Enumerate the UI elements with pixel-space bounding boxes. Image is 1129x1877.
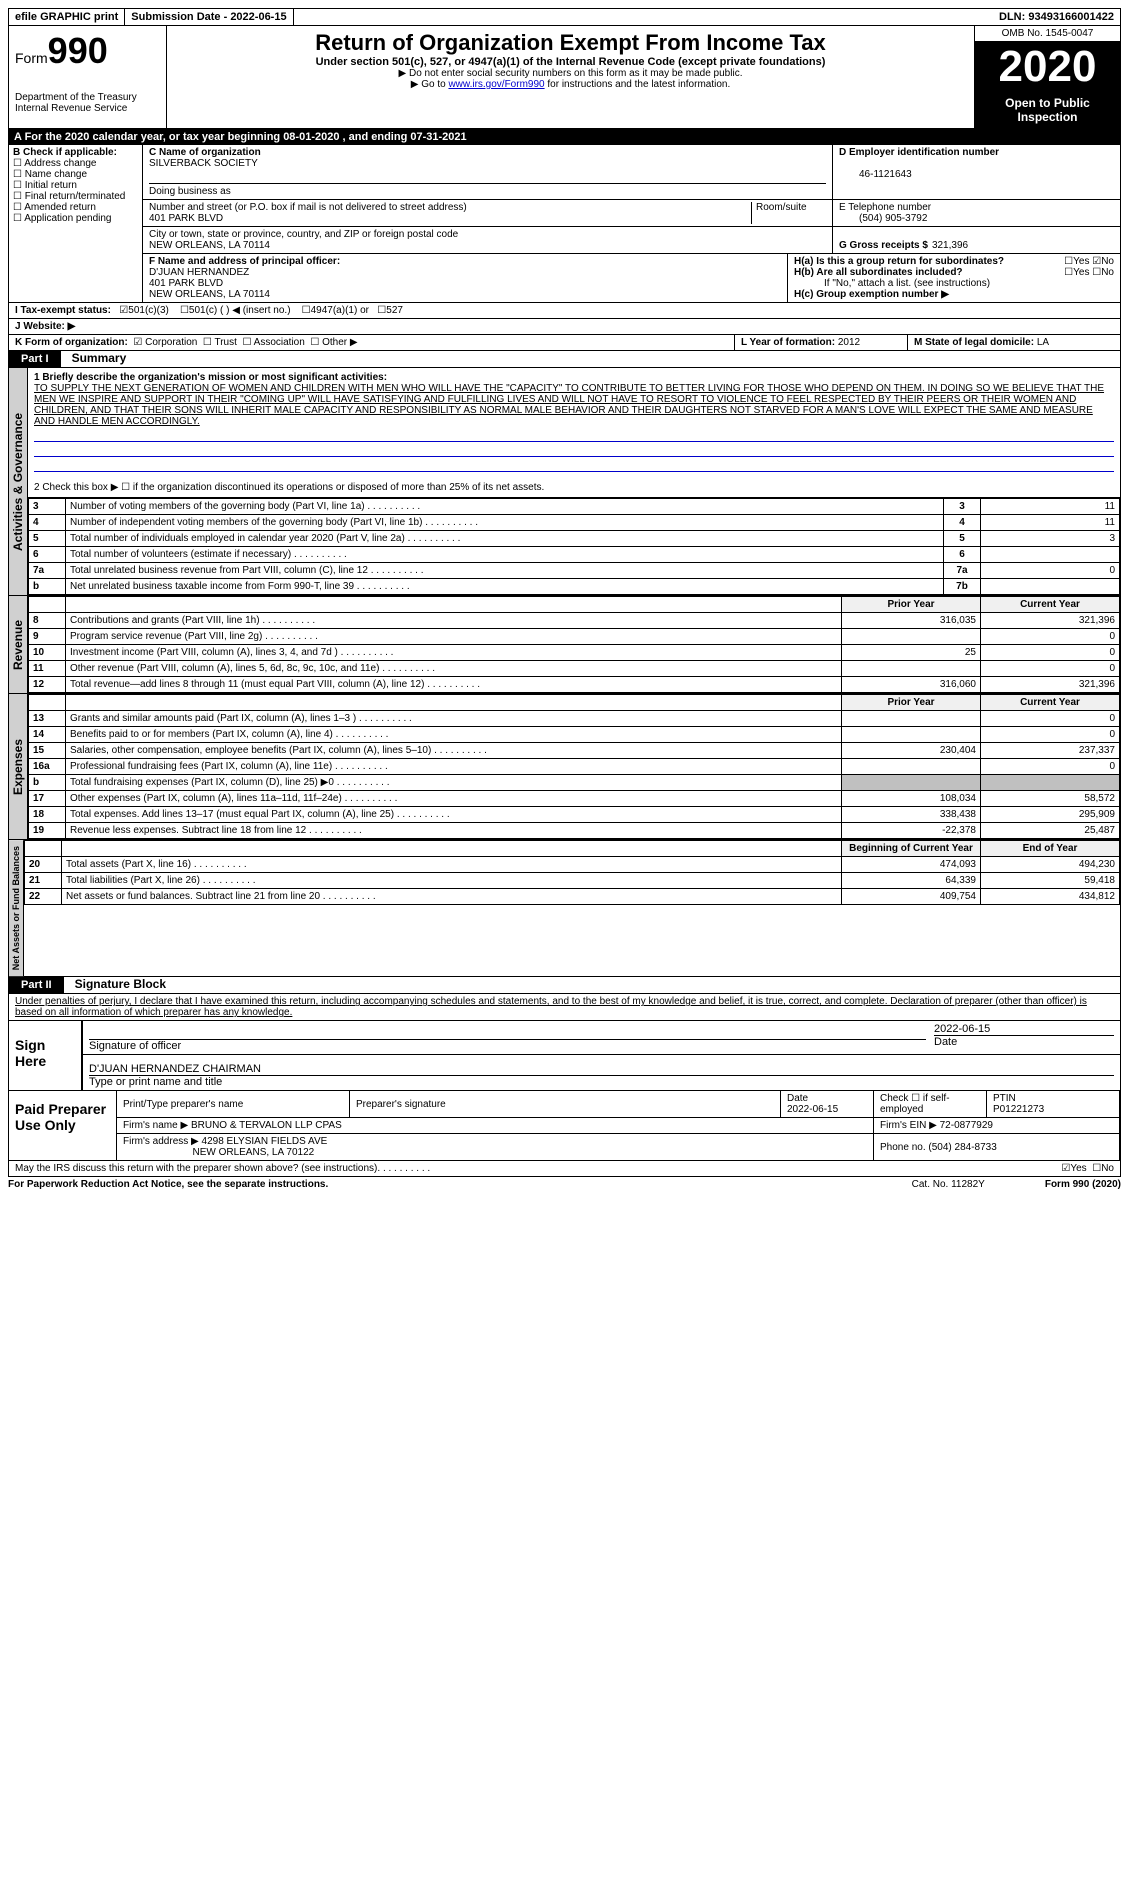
city-label: City or town, state or province, country… (149, 229, 458, 240)
footer: For Paperwork Reduction Act Notice, see … (8, 1177, 1121, 1192)
room-label: Room/suite (756, 202, 807, 213)
vtab-governance: Activities & Governance (9, 368, 28, 595)
form-footer: Form 990 (2020) (1045, 1179, 1121, 1190)
blank-line (34, 459, 1114, 472)
officer-name: D'JUAN HERNANDEZ (149, 267, 249, 278)
part2-header: Part II (9, 977, 64, 993)
check-applicable: B Check if applicable: ☐ Address change … (9, 145, 143, 302)
tax-exempt-row: I Tax-exempt status: ☑ 501(c)(3) ☐ 501(c… (8, 303, 1121, 319)
mission-label: 1 Briefly describe the organization's mi… (34, 372, 387, 383)
paid-preparer-block: Paid Preparer Use Only Print/Type prepar… (8, 1091, 1121, 1161)
sig-date: 2022-06-15 (934, 1023, 1114, 1036)
street-value: 401 PARK BLVD (149, 213, 223, 224)
cb-pending[interactable]: ☐ (13, 213, 24, 224)
officer-printed: D'JUAN HERNANDEZ CHAIRMAN (89, 1057, 1114, 1076)
hb-note: If "No," attach a list. (see instruction… (794, 278, 1114, 289)
part1-header: Part I (9, 351, 61, 367)
cb-final[interactable]: ☐ (13, 191, 25, 202)
entity-block: B Check if applicable: ☐ Address change … (8, 145, 1121, 303)
street-label: Number and street (or P.O. box if mail i… (149, 202, 467, 213)
efile-label: efile GRAPHIC print (9, 9, 125, 25)
dln: DLN: 93493166001422 (993, 9, 1120, 25)
sign-here-block: Sign Here Signature of officer 2022-06-1… (8, 1021, 1121, 1091)
sig-officer-label: Signature of officer (89, 1040, 181, 1052)
blank-line (34, 444, 1114, 457)
website-row: J Website: ▶ (8, 319, 1121, 335)
net-assets-section: Net Assets or Fund Balances Beginning of… (8, 840, 1121, 977)
irs-label: Internal Revenue Service (15, 103, 160, 114)
submission-date: Submission Date - 2022-06-15 (125, 9, 293, 25)
expenses-table: Prior YearCurrent Year13Grants and simil… (28, 694, 1120, 839)
phone-label: E Telephone number (839, 202, 931, 213)
irs-link[interactable]: www.irs.gov/Form990 (448, 79, 544, 90)
net-table: Beginning of Current YearEnd of Year20To… (24, 840, 1120, 905)
tax-year-period: A For the 2020 calendar year, or tax yea… (8, 129, 1121, 145)
form-subtitle: Under section 501(c), 527, or 4947(a)(1)… (173, 56, 968, 68)
officer-label: F Name and address of principal officer: (149, 256, 340, 267)
vtab-expenses: Expenses (9, 694, 28, 839)
part2-title: Signature Block (67, 977, 166, 991)
vtab-net: Net Assets or Fund Balances (9, 840, 24, 976)
cat-no: Cat. No. 11282Y (912, 1179, 985, 1190)
dept-treasury: Department of the Treasury (15, 92, 160, 103)
klm-row: K Form of organization: ☑ Corporation ☐ … (8, 335, 1121, 351)
hc-label: H(c) Group exemption number ▶ (794, 289, 949, 300)
officer-city: NEW ORLEANS, LA 70114 (149, 289, 270, 300)
goto-line: ▶ Go to www.irs.gov/Form990 for instruct… (173, 79, 968, 90)
top-bar: efile GRAPHIC print Submission Date - 20… (8, 8, 1121, 26)
pra-notice: For Paperwork Reduction Act Notice, see … (8, 1179, 328, 1190)
ssn-warning: ▶ Do not enter social security numbers o… (173, 68, 968, 79)
cb-address[interactable]: ☐ (13, 158, 24, 169)
org-name: SILVERBACK SOCIETY (149, 158, 258, 169)
cb-name[interactable]: ☐ (13, 169, 25, 180)
form-title: Return of Organization Exempt From Incom… (173, 30, 968, 56)
paid-preparer-label: Paid Preparer Use Only (9, 1091, 117, 1160)
ein-label: D Employer identification number (839, 147, 999, 158)
blank-line (34, 429, 1114, 442)
declaration: Under penalties of perjury, I declare th… (8, 994, 1121, 1021)
cb-initial[interactable]: ☐ (13, 180, 25, 191)
officer-street: 401 PARK BLVD (149, 278, 223, 289)
hb-label: H(b) Are all subordinates included? (794, 267, 963, 278)
sig-date-label: Date (934, 1036, 957, 1048)
form-number: Form990 (15, 30, 160, 72)
governance-section: Activities & Governance 1 Briefly descri… (8, 368, 1121, 596)
gross-label: G Gross receipts $ (839, 240, 928, 251)
discuss-row: May the IRS discuss this return with the… (8, 1161, 1121, 1177)
line2-discontinued: 2 Check this box ▶ ☐ if the organization… (34, 482, 544, 493)
officer-printed-label: Type or print name and title (89, 1076, 222, 1088)
cb-amended[interactable]: ☐ (13, 202, 24, 213)
revenue-table: Prior YearCurrent Year8Contributions and… (28, 596, 1120, 693)
ha-label: H(a) Is this a group return for subordin… (794, 256, 1004, 267)
gross-value: 321,396 (932, 240, 968, 251)
org-name-label: C Name of organization (149, 147, 261, 158)
part1-title: Summary (64, 351, 127, 365)
dba-label: Doing business as (149, 186, 231, 197)
omb-number: OMB No. 1545-0047 (975, 26, 1120, 42)
revenue-section: Revenue Prior YearCurrent Year8Contribut… (8, 596, 1121, 694)
open-inspection: Open to Public Inspection (975, 92, 1120, 128)
governance-table: 3Number of voting members of the governi… (28, 498, 1120, 595)
vtab-revenue: Revenue (9, 596, 28, 693)
city-value: NEW ORLEANS, LA 70114 (149, 240, 270, 251)
sign-here-label: Sign Here (9, 1021, 83, 1090)
form-header: Form990 Department of the Treasury Inter… (8, 26, 1121, 129)
expenses-section: Expenses Prior YearCurrent Year13Grants … (8, 694, 1121, 840)
ein-value: 46-1121643 (839, 169, 912, 180)
mission-text: TO SUPPLY THE NEXT GENERATION OF WOMEN A… (34, 383, 1104, 427)
tax-year: 2020 (975, 42, 1120, 92)
phone-value: (504) 905-3792 (839, 213, 927, 224)
